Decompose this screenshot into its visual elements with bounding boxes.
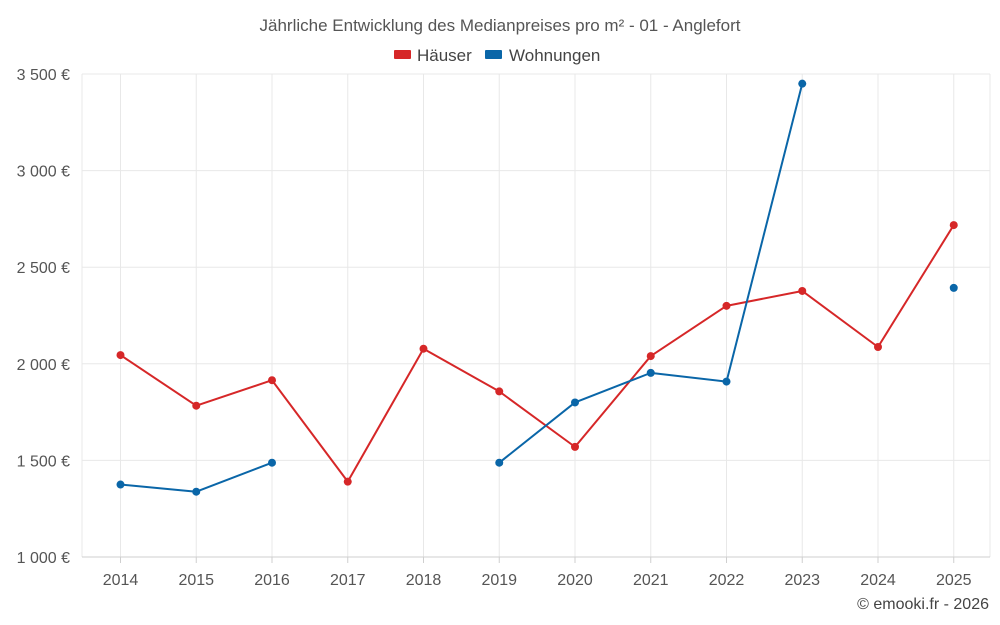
x-tick-label: 2022 — [709, 572, 745, 589]
data-point-wohnungen[interactable] — [949, 283, 958, 292]
legend-swatch-wohnungen — [485, 50, 502, 59]
data-point-haeuser[interactable] — [571, 442, 579, 451]
x-tick-label: 2020 — [557, 572, 593, 589]
data-point-wohnungen[interactable] — [722, 377, 731, 386]
data-point-haeuser[interactable] — [116, 351, 125, 360]
y-tick-label: 2 500 € — [17, 260, 70, 277]
x-tick-label: 2023 — [784, 572, 820, 589]
data-point-wohnungen[interactable] — [192, 487, 201, 496]
data-point-haeuser[interactable] — [192, 401, 201, 410]
legend-item-wohnungen[interactable]: Wohnungen — [485, 46, 600, 65]
series — [116, 79, 958, 496]
data-point-haeuser[interactable] — [646, 352, 655, 361]
series-haeuser — [116, 221, 958, 486]
data-point-wohnungen[interactable] — [798, 79, 807, 88]
x-tick-label: 2018 — [406, 572, 442, 589]
y-tick-label: 1 500 € — [17, 453, 70, 470]
data-point-haeuser[interactable] — [949, 221, 958, 230]
series-wohnungen — [116, 79, 958, 496]
x-axis-ticks: 2014 2015 2016 2017 2018 2019 2020 2021 2022 2023… — [103, 557, 972, 589]
legend-swatch-haeuser — [394, 50, 411, 59]
data-point-wohnungen[interactable] — [571, 398, 579, 407]
chart-title: Jährliche Entwicklung des Medianpreises … — [260, 16, 741, 35]
data-point-haeuser[interactable] — [798, 286, 807, 295]
data-point-wohnungen[interactable] — [495, 458, 504, 467]
data-point-wohnungen[interactable] — [646, 368, 655, 377]
legend-label-haeuser: Häuser — [417, 46, 472, 65]
x-tick-label: 2025 — [936, 572, 972, 589]
y-tick-label: 3 000 € — [17, 164, 70, 181]
data-point-haeuser[interactable] — [495, 387, 504, 396]
x-tick-label: 2019 — [481, 572, 517, 589]
grid — [81, 73, 991, 557]
data-point-haeuser[interactable] — [722, 301, 731, 310]
data-point-wohnungen[interactable] — [268, 458, 276, 467]
data-point-haeuser[interactable] — [419, 344, 428, 353]
series-line-haeuser — [119, 224, 955, 483]
data-point-haeuser[interactable] — [268, 376, 276, 385]
y-tick-label: 1 000 € — [17, 550, 70, 567]
x-tick-label: 2021 — [633, 572, 669, 589]
data-point-haeuser[interactable] — [343, 477, 352, 486]
x-tick-label: 2015 — [178, 572, 214, 589]
legend-label-wohnungen: Wohnungen — [509, 46, 600, 65]
data-point-wohnungen[interactable] — [116, 480, 125, 489]
x-tick-label: 2024 — [860, 572, 896, 589]
x-tick-label: 2017 — [330, 572, 366, 589]
credit-text: © emooki.fr - 2026 — [857, 596, 989, 613]
legend-item-haeuser[interactable]: Häuser — [394, 46, 472, 65]
y-tick-label: 3 500 € — [17, 67, 70, 84]
y-axis-ticks: 1 000 € 1 500 € 2 000 € 2 500 € 3 000 € 3 500… — [17, 67, 70, 567]
data-point-haeuser[interactable] — [874, 342, 882, 351]
x-tick-label: 2016 — [254, 572, 290, 589]
x-tick-label: 2014 — [103, 572, 139, 589]
y-tick-label: 2 000 € — [17, 357, 70, 374]
legend: Häuser Wohnungen — [394, 46, 600, 65]
